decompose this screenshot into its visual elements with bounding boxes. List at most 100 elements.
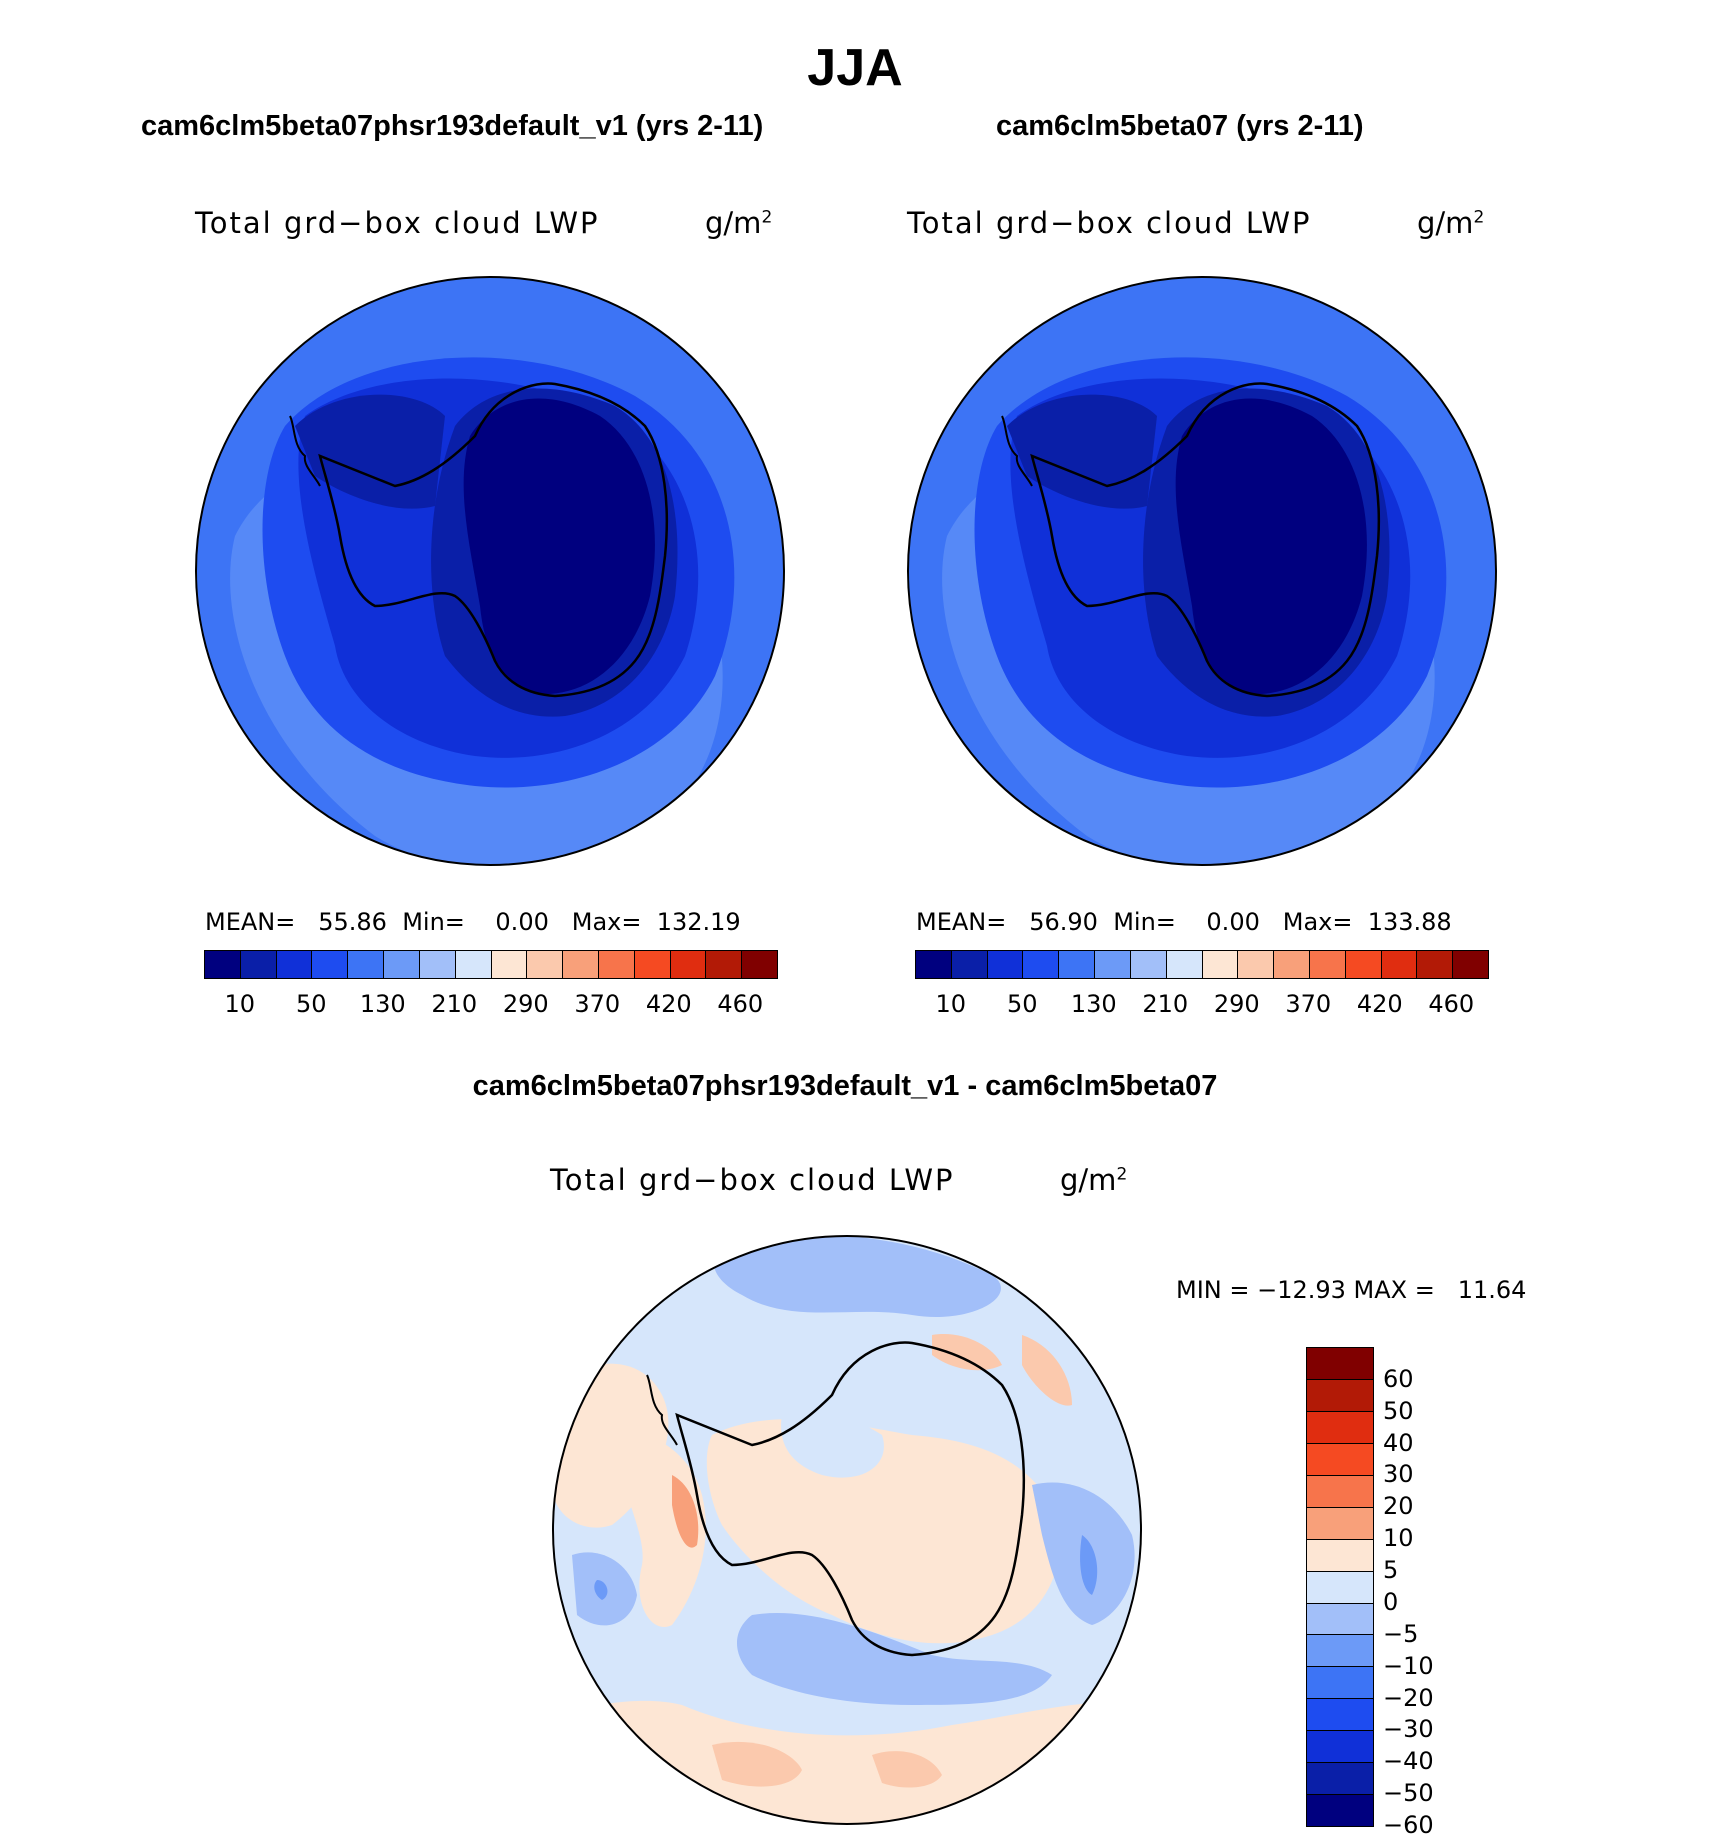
colorbar-swatch (1059, 951, 1096, 978)
colorbar-tick-label: 50 (1383, 1396, 1414, 1425)
colorbar-tick-label: 420 (1356, 990, 1403, 1018)
panel-2-unit-label: g/m2 (1417, 206, 1485, 240)
colorbar-swatch (1130, 951, 1167, 978)
panel-2-stats: MEAN= 56.90 Min= 0.00 Max= 133.88 (916, 908, 1452, 936)
panel-3-colorbar-ticks: 60 50 40 30 20 10 5 0 −5 −10 −20 −30 −40 −50 −60 (1383, 1347, 1463, 1839)
colorbar-tick-label: 290 (1213, 990, 1260, 1018)
colorbar-tick-label: −30 (1383, 1715, 1434, 1744)
colorbar-tick-label: 40 (1383, 1428, 1414, 1457)
colorbar-swatch (491, 951, 528, 978)
colorbar-swatch (742, 951, 777, 978)
colorbar-tick-label: 5 (1383, 1556, 1399, 1585)
panel-3-unit-label: g/m2 (1060, 1163, 1128, 1197)
colorbar-tick-label: 370 (1285, 990, 1332, 1018)
colorbar-swatch (384, 951, 420, 978)
colorbar-swatch (276, 951, 313, 978)
colorbar-swatch (916, 951, 952, 978)
panel-3-polar-map (552, 1235, 1142, 1825)
colorbar-swatch (1345, 951, 1382, 978)
colorbar-tick-label: 50 (1006, 990, 1038, 1018)
colorbar-tick-label: −60 (1383, 1811, 1434, 1839)
colorbar-swatch (1307, 1539, 1373, 1572)
colorbar-swatch (1307, 1348, 1373, 1380)
colorbar-swatch (1307, 1635, 1373, 1668)
colorbar-swatch (1095, 951, 1131, 978)
panel-1-title: cam6clm5beta07phsr193default_v1 (yrs 2-1… (141, 110, 764, 142)
colorbar-swatch (987, 951, 1024, 978)
panel-2-variable-label: Total grd−box cloud LWP (907, 206, 1312, 240)
colorbar-tick-label: 10 (224, 990, 256, 1018)
colorbar-tick-label: −50 (1383, 1779, 1434, 1808)
colorbar-tick-label: 60 (1383, 1364, 1414, 1393)
colorbar-swatch (348, 951, 385, 978)
colorbar-swatch (205, 951, 241, 978)
colorbar-tick-label: 0 (1383, 1587, 1399, 1616)
colorbar-swatch (455, 951, 492, 978)
colorbar-swatch (1307, 1763, 1373, 1796)
colorbar-swatch (312, 951, 349, 978)
panel-1-colorbar-ticks: 10 50 130 210 290 370 420 460 (204, 990, 776, 1020)
panel-3-variable-label: Total grd−box cloud LWP (550, 1163, 955, 1197)
colorbar-swatch (1381, 951, 1418, 978)
panel-1-polar-map (195, 276, 785, 866)
colorbar-tick-label: −5 (1383, 1619, 1419, 1648)
colorbar-tick-label: 10 (1383, 1524, 1414, 1553)
colorbar-tick-label: 420 (645, 990, 692, 1018)
colorbar-tick-label: 290 (502, 990, 549, 1018)
colorbar-tick-label: −40 (1383, 1747, 1434, 1776)
panel-3-stats: MIN = −12.93 MAX = 11.64 (1176, 1276, 1527, 1304)
panel-1-variable-label: Total grd−box cloud LWP (195, 206, 600, 240)
colorbar-tick-label: 130 (1070, 990, 1117, 1018)
colorbar-swatch (1417, 951, 1454, 978)
colorbar-swatch (527, 951, 564, 978)
figure-title: JJA (807, 39, 903, 97)
colorbar-tick-label: 10 (935, 990, 967, 1018)
colorbar-swatch (1307, 1411, 1373, 1444)
colorbar-swatch (670, 951, 707, 978)
colorbar-swatch (1309, 951, 1346, 978)
colorbar-swatch (951, 951, 988, 978)
colorbar-tick-label: 30 (1383, 1460, 1414, 1489)
colorbar-swatch (240, 951, 277, 978)
colorbar-tick-label: 370 (574, 990, 621, 1018)
colorbar-tick-label: 210 (431, 990, 478, 1018)
panel-1-stats: MEAN= 55.86 Min= 0.00 Max= 132.19 (205, 908, 741, 936)
colorbar-swatch (1023, 951, 1060, 978)
colorbar-swatch (1307, 1699, 1373, 1732)
colorbar-swatch (1307, 1443, 1373, 1476)
colorbar-swatch (1307, 1571, 1373, 1604)
colorbar-swatch (1166, 951, 1203, 978)
colorbar-swatch (1307, 1795, 1373, 1827)
colorbar-swatch (1202, 951, 1239, 978)
colorbar-swatch (1453, 951, 1488, 978)
colorbar-swatch (1307, 1731, 1373, 1764)
colorbar-swatch (598, 951, 635, 978)
colorbar-swatch (1307, 1507, 1373, 1540)
colorbar-tick-label: 460 (1428, 990, 1475, 1018)
colorbar-swatch (634, 951, 671, 978)
panel-2-colorbar (915, 950, 1489, 979)
colorbar-swatch (1274, 951, 1310, 978)
panel-1-colorbar (204, 950, 778, 979)
panel-2-polar-map (907, 276, 1497, 866)
colorbar-swatch (1238, 951, 1275, 978)
colorbar-tick-label: −20 (1383, 1683, 1434, 1712)
colorbar-tick-label: 210 (1142, 990, 1189, 1018)
colorbar-swatch (1307, 1603, 1373, 1636)
colorbar-swatch (563, 951, 599, 978)
colorbar-tick-label: 130 (359, 990, 406, 1018)
colorbar-swatch (706, 951, 743, 978)
panel-1-unit-label: g/m2 (705, 206, 773, 240)
colorbar-swatch (1307, 1667, 1373, 1700)
panel-2-title: cam6clm5beta07 (yrs 2-11) (996, 110, 1364, 142)
colorbar-tick-label: 50 (295, 990, 327, 1018)
colorbar-tick-label: −10 (1383, 1651, 1434, 1680)
panel-3-title: cam6clm5beta07phsr193default_v1 - cam6cl… (472, 1070, 1218, 1102)
panel-2-colorbar-ticks: 10 50 130 210 290 370 420 460 (915, 990, 1487, 1020)
panel-3-colorbar (1306, 1347, 1374, 1827)
colorbar-swatch (1307, 1379, 1373, 1412)
colorbar-tick-label: 20 (1383, 1492, 1414, 1521)
colorbar-swatch (1307, 1475, 1373, 1508)
colorbar-tick-label: 460 (717, 990, 764, 1018)
colorbar-swatch (419, 951, 456, 978)
